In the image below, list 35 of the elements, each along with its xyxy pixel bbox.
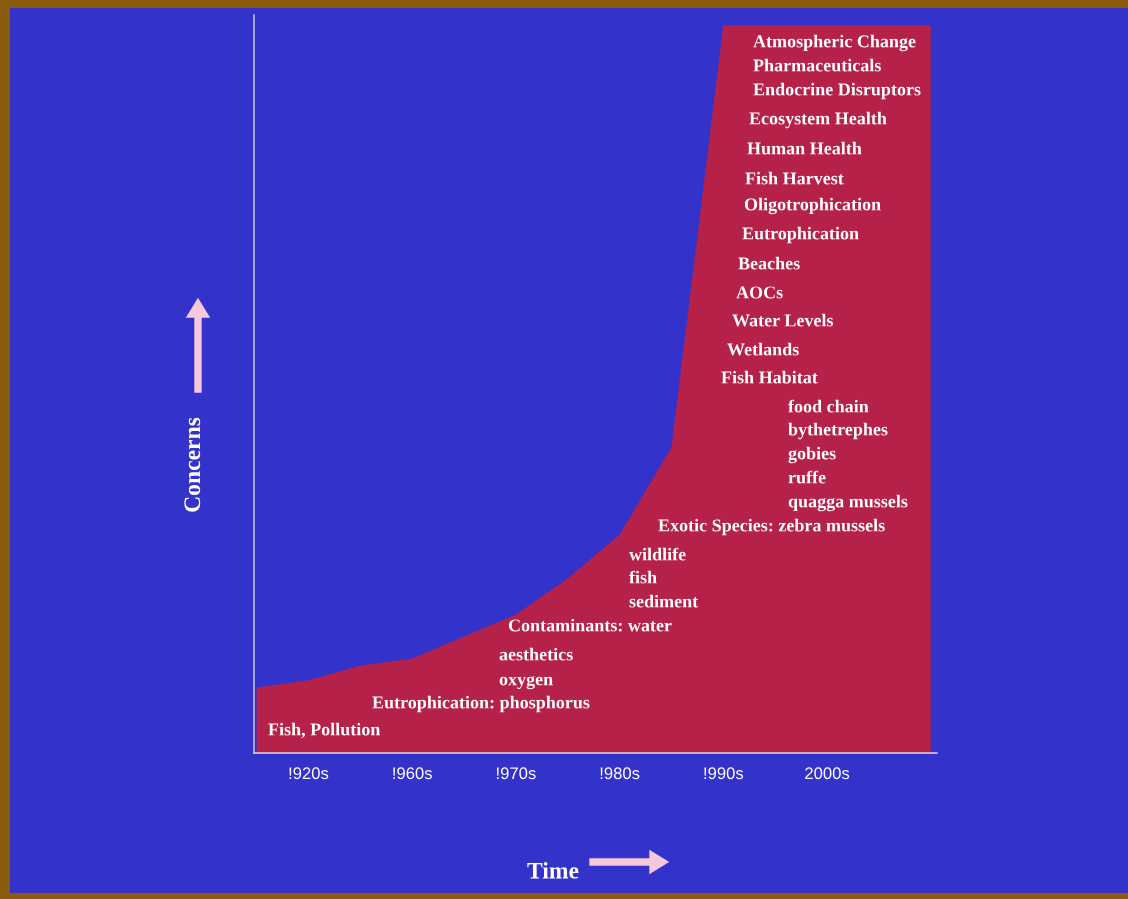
annotation: Eutrophication: phosphorus: [372, 695, 590, 713]
annotation: Fish Habitat: [721, 370, 818, 384]
annotation: quagga mussels: [788, 494, 908, 512]
annotation: Water Levels: [732, 313, 834, 327]
annotation: Exotic Species: zebra mussels: [658, 518, 885, 536]
annotation: Beaches: [738, 256, 800, 270]
annotation: oxygen: [499, 675, 553, 690]
annotation: wildlife: [629, 547, 686, 561]
annotation: Pharmaceuticals: [753, 58, 881, 72]
annotation: Fish, Pollution: [268, 722, 381, 739]
annotation: gobies: [788, 446, 836, 464]
annotation: food chain: [788, 399, 869, 413]
x-tick-label: 2000s: [805, 767, 850, 780]
annotation: Oligotrophication: [744, 197, 881, 215]
annotation: Eutrophication: [742, 226, 859, 244]
annotation: Fish Harvest: [745, 171, 844, 185]
x-tick-label: !960s: [393, 767, 432, 780]
y-axis-title: Concerns: [184, 417, 201, 512]
annotation: Contaminants: water: [508, 618, 672, 632]
annotation: sediment: [629, 594, 699, 608]
annotation: ruffe: [788, 470, 826, 484]
annotation: Atmospheric Change: [753, 34, 916, 52]
x-axis-title: Time: [527, 862, 579, 879]
annotation: Endocrine Disruptors: [753, 82, 921, 100]
annotation: Wetlands: [727, 342, 799, 356]
annotation: Ecosystem Health: [749, 111, 887, 129]
x-tick-label: !990s: [704, 767, 744, 780]
annotation: fish: [629, 570, 657, 584]
x-tick-label: !920s: [289, 767, 329, 780]
annotation: bythetrephes: [788, 422, 888, 440]
annotation: AOCs: [736, 286, 783, 299]
annotation: aesthetics: [499, 647, 573, 661]
annotation: Human Health: [747, 141, 862, 155]
x-tick-label: !980s: [600, 767, 640, 780]
x-tick-label: !970s: [497, 767, 536, 780]
